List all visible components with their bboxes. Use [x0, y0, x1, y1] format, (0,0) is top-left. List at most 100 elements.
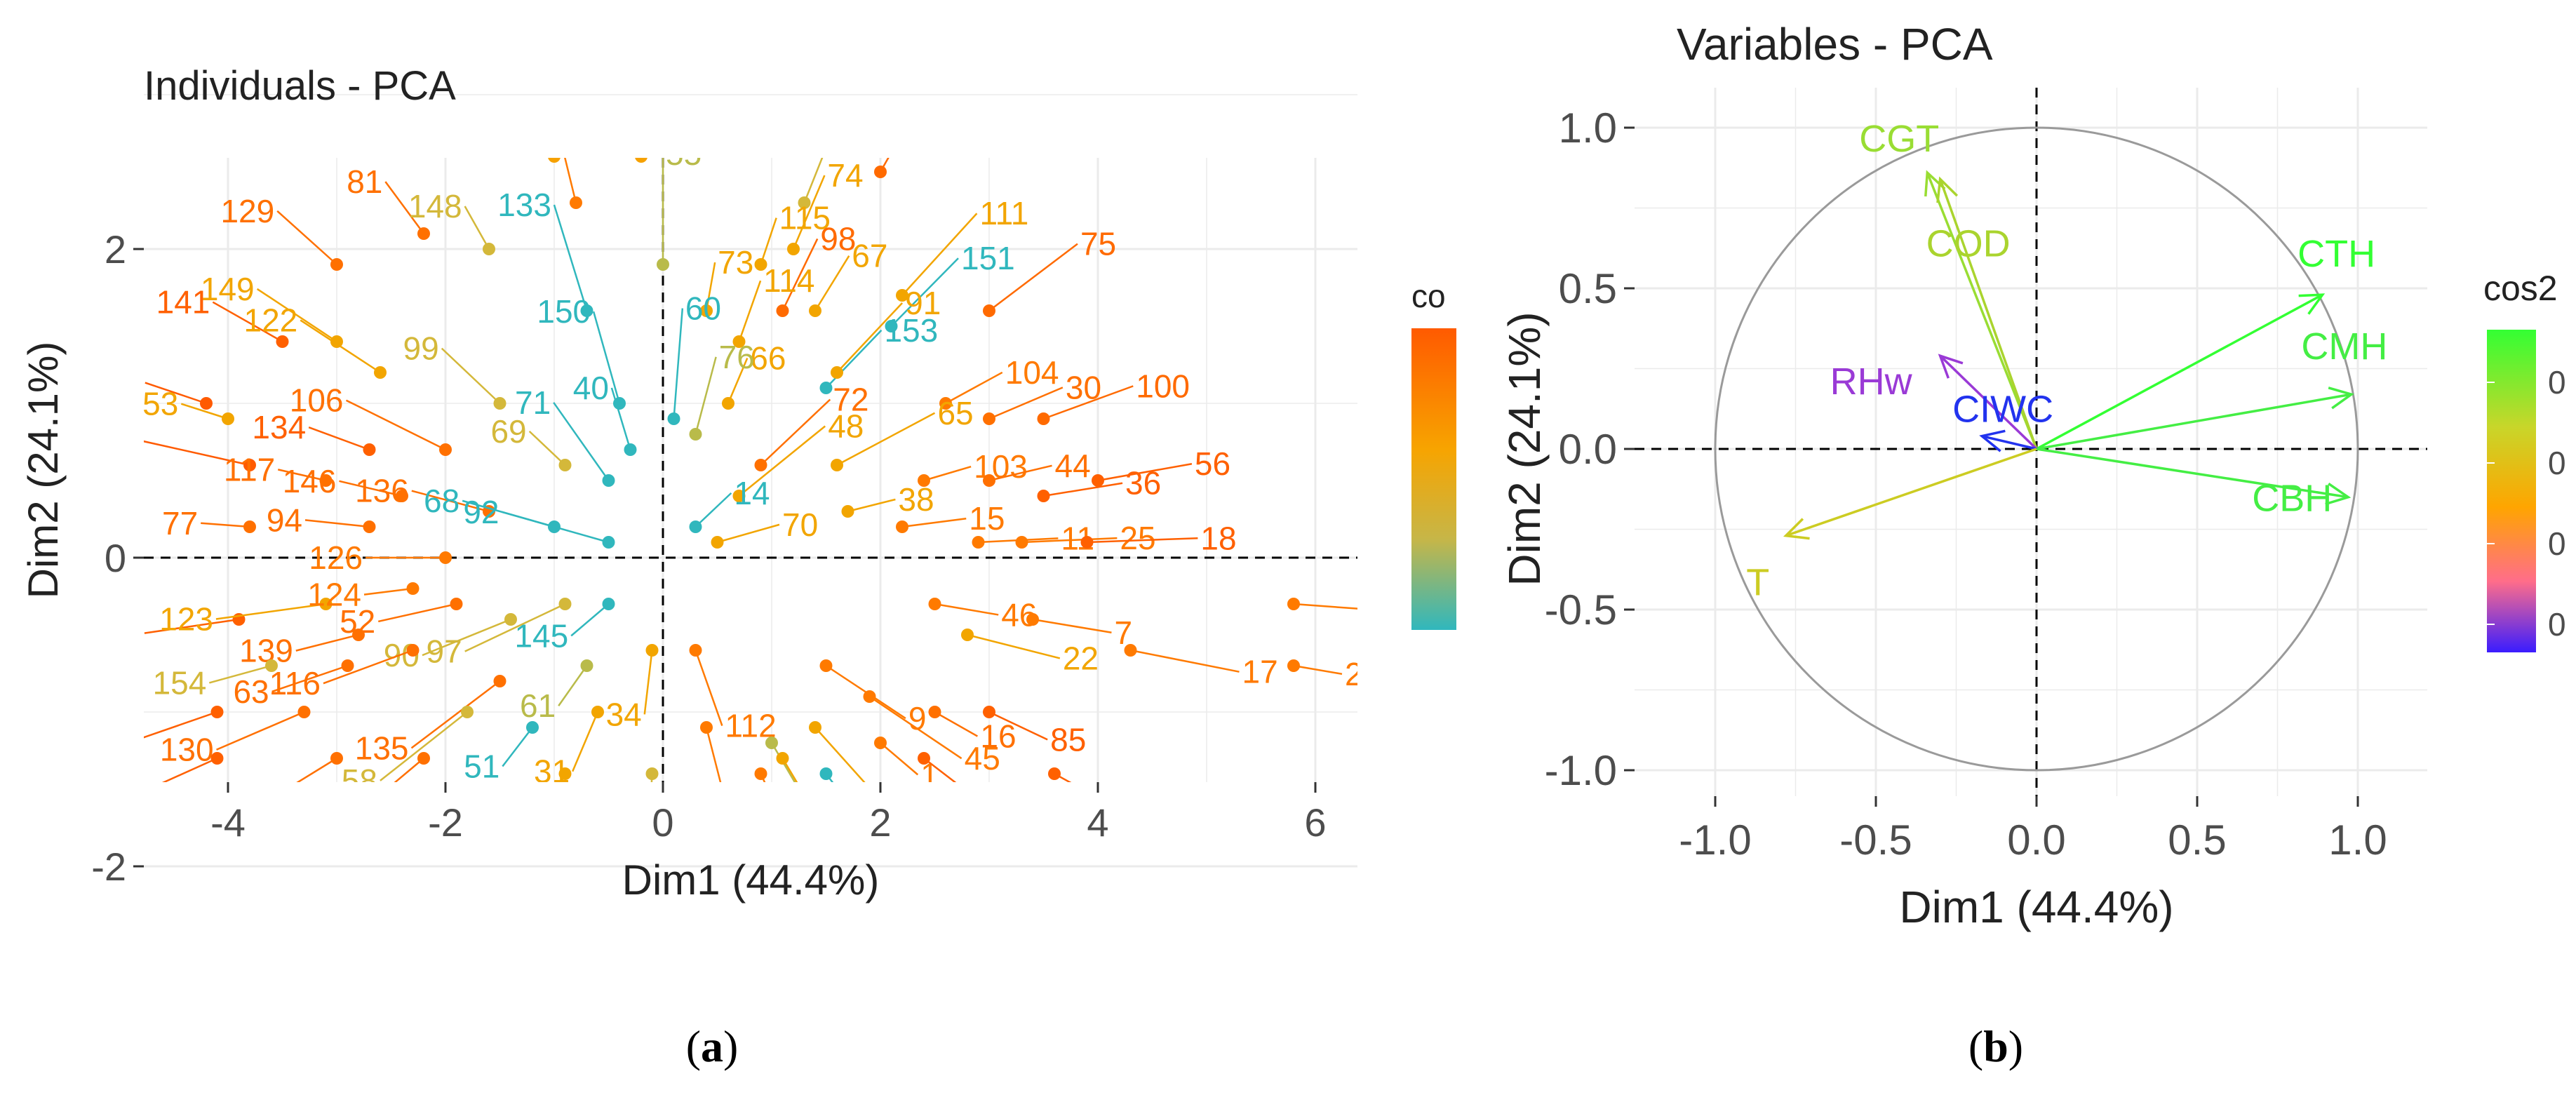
data-point-10	[396, 845, 408, 857]
data-point-53	[222, 412, 234, 425]
y-tick-label: 0.5	[1559, 265, 1617, 312]
y-tick-label: -2	[91, 845, 126, 889]
point-label: 15	[969, 500, 1005, 537]
data-point-106	[439, 443, 452, 456]
data-point-38	[841, 505, 854, 518]
point-leader-line	[1032, 618, 1112, 634]
data-point-19	[765, 737, 778, 749]
data-point-154	[265, 659, 278, 672]
point-leader-line	[989, 882, 1035, 927]
point-label: 133	[497, 187, 551, 223]
data-point-76	[689, 428, 702, 441]
data-point-90	[504, 613, 517, 626]
point-leader-line	[296, 757, 337, 782]
point-leader-line	[717, 523, 780, 544]
point-leader-line	[394, 758, 424, 782]
data-point-121	[1048, 767, 1061, 780]
point-leader-line	[967, 633, 1061, 659]
point-label: 95	[510, 864, 546, 900]
point-label: 147	[51, 962, 105, 998]
data-point-44	[983, 474, 995, 487]
point-label: 154	[153, 664, 207, 701]
point-leader-line	[565, 0, 576, 33]
data-point-19b	[558, 767, 572, 780]
point-leader-line	[695, 356, 717, 435]
x-tick-label: 1.0	[2328, 817, 2387, 864]
data-point-25	[1015, 536, 1028, 549]
point-leader-line	[345, 399, 446, 451]
data-point-67	[809, 304, 821, 317]
legend-tick-label: 0	[2548, 525, 2566, 562]
data-point-129	[330, 258, 343, 271]
point-label: 81	[347, 163, 382, 200]
data-point-105	[276, 814, 289, 826]
data-point-69	[558, 459, 572, 471]
point-label: 117	[224, 451, 275, 488]
point-leader-line	[901, 517, 967, 528]
point-label: 109	[452, 0, 506, 20]
point-leader-line	[316, 882, 370, 941]
point-label: 17	[1242, 654, 1277, 690]
point-label: 9	[908, 700, 927, 737]
point-label: 25	[1120, 520, 1155, 556]
point-leader-line	[107, 913, 196, 980]
data-point-147	[189, 906, 202, 919]
point-leader-line	[803, 158, 824, 203]
point-leader-line	[1043, 385, 1134, 420]
point-label: 22	[1063, 640, 1099, 676]
point-leader-line	[781, 238, 819, 311]
data-point-91	[831, 366, 843, 379]
point-leader-line	[1097, 463, 1193, 482]
point-label: 72	[833, 382, 868, 418]
point-label: 18	[1200, 520, 1236, 556]
data-point-83	[657, 27, 669, 39]
x-tick-label: -1.0	[1679, 817, 1751, 864]
y-axis-label-a: Dim2 (24.1%)	[20, 342, 67, 599]
data-point-153	[819, 382, 833, 394]
point-leader-line	[923, 758, 957, 782]
correlation-circle	[1714, 126, 2359, 772]
point-label: 45	[965, 740, 1000, 777]
data-point-110	[690, 845, 702, 857]
point-leader-line	[377, 603, 457, 623]
point-leader-line	[988, 243, 1078, 311]
point-leader-line	[271, 664, 348, 693]
point-label: 6	[1054, 874, 1073, 911]
point-label: 100	[1136, 368, 1190, 404]
data-point-16	[928, 706, 941, 718]
point-leader-line	[673, 308, 684, 419]
point-label: 134	[252, 409, 306, 445]
point-leader-line	[847, 498, 896, 513]
data-point-144	[200, 397, 213, 410]
point-label: 107	[282, 812, 336, 848]
point-label: 85	[1050, 721, 1086, 758]
point-leader-line	[738, 425, 826, 497]
point-leader-line	[307, 789, 380, 849]
point-label: 24	[956, 971, 992, 1007]
point-label: 146	[283, 463, 337, 499]
point-label: 26	[892, 792, 927, 828]
point-leader-line	[553, 402, 610, 481]
point-leader-line	[363, 587, 413, 596]
point-leader-line	[464, 206, 490, 250]
point-label: 2	[978, 779, 996, 816]
point-label: 27	[268, 831, 304, 868]
data-point-47	[700, 721, 713, 734]
point-leader-line	[1087, 537, 1198, 544]
point-leader-line	[890, 257, 959, 327]
point-leader-line	[814, 727, 866, 782]
point-leader-line	[1293, 603, 1357, 610]
legend-tick-label: 0	[2548, 606, 2566, 643]
data-point-6	[961, 814, 974, 826]
point-leader-line	[1054, 772, 1072, 782]
data-point-18	[1080, 536, 1094, 549]
data-point-31	[591, 706, 604, 718]
point-label: 23	[587, 928, 623, 965]
point-label: 127	[794, 923, 848, 960]
legend-tick-label: 0	[2548, 364, 2566, 401]
variable-label-rhw: RHw	[1830, 361, 1913, 403]
data-point-133	[580, 304, 593, 317]
data-point-107	[417, 752, 430, 765]
point-leader-line	[295, 633, 359, 652]
